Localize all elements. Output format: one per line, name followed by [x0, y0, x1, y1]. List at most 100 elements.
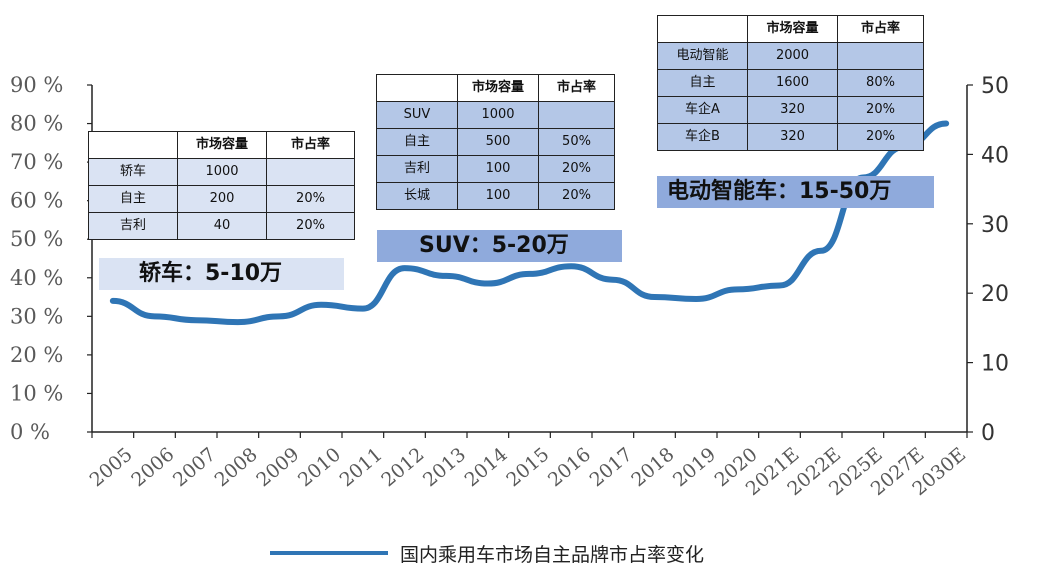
table-row: 电动智能 2000: [657, 42, 924, 70]
sedan-table: 市场容量 市占率 轿车 1000 自主 200 20% 吉利 40 20%: [88, 131, 355, 240]
x-tick-label: 2015: [502, 443, 553, 491]
table-cell: 2000: [747, 42, 838, 70]
x-tick-label: 2005: [86, 443, 137, 491]
table-cell: 电动智能: [657, 42, 748, 70]
table-cell: 吉利: [376, 155, 458, 183]
table-header-cell: 市占率: [266, 131, 355, 159]
table-cell: 自主: [88, 185, 178, 213]
sedan-table-header: 市场容量 市占率: [88, 131, 355, 159]
table-row: SUV 1000: [376, 101, 615, 129]
table-row: 车企B 320 20%: [657, 123, 924, 151]
table-row: 吉利 40 20%: [88, 212, 355, 240]
table-cell: 车企A: [657, 96, 748, 124]
x-tick-label: 2008: [211, 443, 262, 491]
left-tick-label: 70 %: [10, 150, 63, 174]
table-cell: 车企B: [657, 123, 748, 151]
table-header-cell: [657, 15, 748, 43]
table-header-cell: 市占率: [837, 15, 924, 43]
table-header-cell: [88, 131, 178, 159]
chart-legend: 国内乘用车市场自主品牌市占率变化: [270, 538, 704, 568]
left-tick-label: 10 %: [10, 381, 63, 405]
x-tick-label: 2017: [586, 443, 637, 491]
left-tick-label: 30 %: [10, 304, 63, 328]
table-cell: 80%: [837, 69, 924, 97]
left-tick-label: 40 %: [10, 266, 63, 290]
table-cell: 长城: [376, 182, 458, 210]
sedan-price-banner: 轿车：5-10万: [99, 258, 344, 290]
table-header-cell: 市场容量: [177, 131, 267, 159]
table-cell: 50%: [538, 128, 615, 156]
table-cell: 20%: [837, 96, 924, 124]
ev-table-header: 市场容量 市占率: [657, 15, 924, 43]
table-cell: [538, 101, 615, 129]
table-cell: 100: [457, 155, 539, 183]
x-tick-label: 2011: [336, 443, 387, 491]
table-row: 自主 200 20%: [88, 185, 355, 213]
right-tick-label: 10: [981, 352, 1009, 377]
series-line: [109, 120, 950, 326]
x-tick-label: 2019: [669, 443, 720, 491]
table-header-cell: 市占率: [538, 74, 615, 102]
table-cell: 40: [177, 212, 267, 240]
table-cell: [266, 158, 355, 186]
table-cell: 1600: [747, 69, 838, 97]
table-cell: 自主: [657, 69, 748, 97]
table-row: 长城 100 20%: [376, 182, 615, 210]
table-cell: [837, 42, 924, 70]
x-tick-label: 2018: [627, 443, 678, 491]
table-cell: 320: [747, 96, 838, 124]
table-cell: 轿车: [88, 158, 178, 186]
table-cell: SUV: [376, 101, 458, 129]
x-axis-ticks: 2005200620072008200920102011201220132014…: [86, 443, 971, 500]
table-cell: 20%: [837, 123, 924, 151]
table-cell: 1000: [457, 101, 539, 129]
table-row: 吉利 100 20%: [376, 155, 615, 183]
suv-table: 市场容量 市占率 SUV 1000 自主 500 50% 吉利 100 20% …: [376, 74, 615, 210]
table-cell: 200: [177, 185, 267, 213]
left-tick-label: 20 %: [10, 343, 63, 367]
x-tick-label: 2016: [544, 443, 595, 491]
series-layer: [109, 120, 950, 326]
x-tick-label: 2012: [377, 443, 428, 491]
table-header-cell: [376, 74, 458, 102]
table-cell: 自主: [376, 128, 458, 156]
table-row: 车企A 320 20%: [657, 96, 924, 124]
left-tick-label: 80 %: [10, 112, 63, 136]
x-tick-label: 2013: [419, 443, 470, 491]
right-tick-label: 40: [981, 143, 1009, 168]
left-tick-label: 90 %: [10, 73, 63, 97]
legend-line-swatch: [270, 551, 388, 555]
right-axis-ticks: 0 10 20 30 40 50: [967, 74, 1009, 446]
right-tick-label: 20: [981, 282, 1009, 307]
table-cell: 1000: [177, 158, 267, 186]
right-tick-label: 50: [981, 74, 1009, 99]
table-cell: 100: [457, 182, 539, 210]
table-cell: 吉利: [88, 212, 178, 240]
table-cell: 500: [457, 128, 539, 156]
right-tick-label: 30: [981, 213, 1009, 238]
right-tick-label: 0: [981, 421, 995, 446]
x-tick-label: 2010: [294, 443, 345, 491]
left-axis-ticks: 0 % 10 % 20 % 30 % 40 % 50 % 60 % 70 % 80 % 90 %: [10, 73, 92, 444]
table-row: 自主 1600 80%: [657, 69, 924, 97]
x-tick-label: 2014: [461, 443, 512, 491]
table-cell: 20%: [266, 185, 355, 213]
table-cell: 20%: [538, 182, 615, 210]
ev-price-banner: 电动智能车：15-50万: [657, 176, 934, 208]
legend-series-label: 国内乘用车市场自主品牌市占率变化: [400, 543, 705, 566]
table-row: 自主 500 50%: [376, 128, 615, 156]
x-tick-label: 2009: [252, 443, 303, 491]
table-header-cell: 市场容量: [747, 15, 838, 43]
ev-table: 市场容量 市占率 电动智能 2000 自主 1600 80% 车企A 320 2…: [657, 15, 924, 151]
left-tick-label: 60 %: [10, 189, 63, 213]
suv-table-header: 市场容量 市占率: [376, 74, 615, 102]
table-cell: 20%: [538, 155, 615, 183]
left-tick-label: 0 %: [10, 420, 50, 444]
table-cell: 320: [747, 123, 838, 151]
table-cell: 20%: [266, 212, 355, 240]
table-row: 轿车 1000: [88, 158, 355, 186]
x-tick-label: 2007: [169, 443, 220, 491]
left-tick-label: 50 %: [10, 227, 63, 251]
x-tick-label: 2006: [127, 443, 178, 491]
